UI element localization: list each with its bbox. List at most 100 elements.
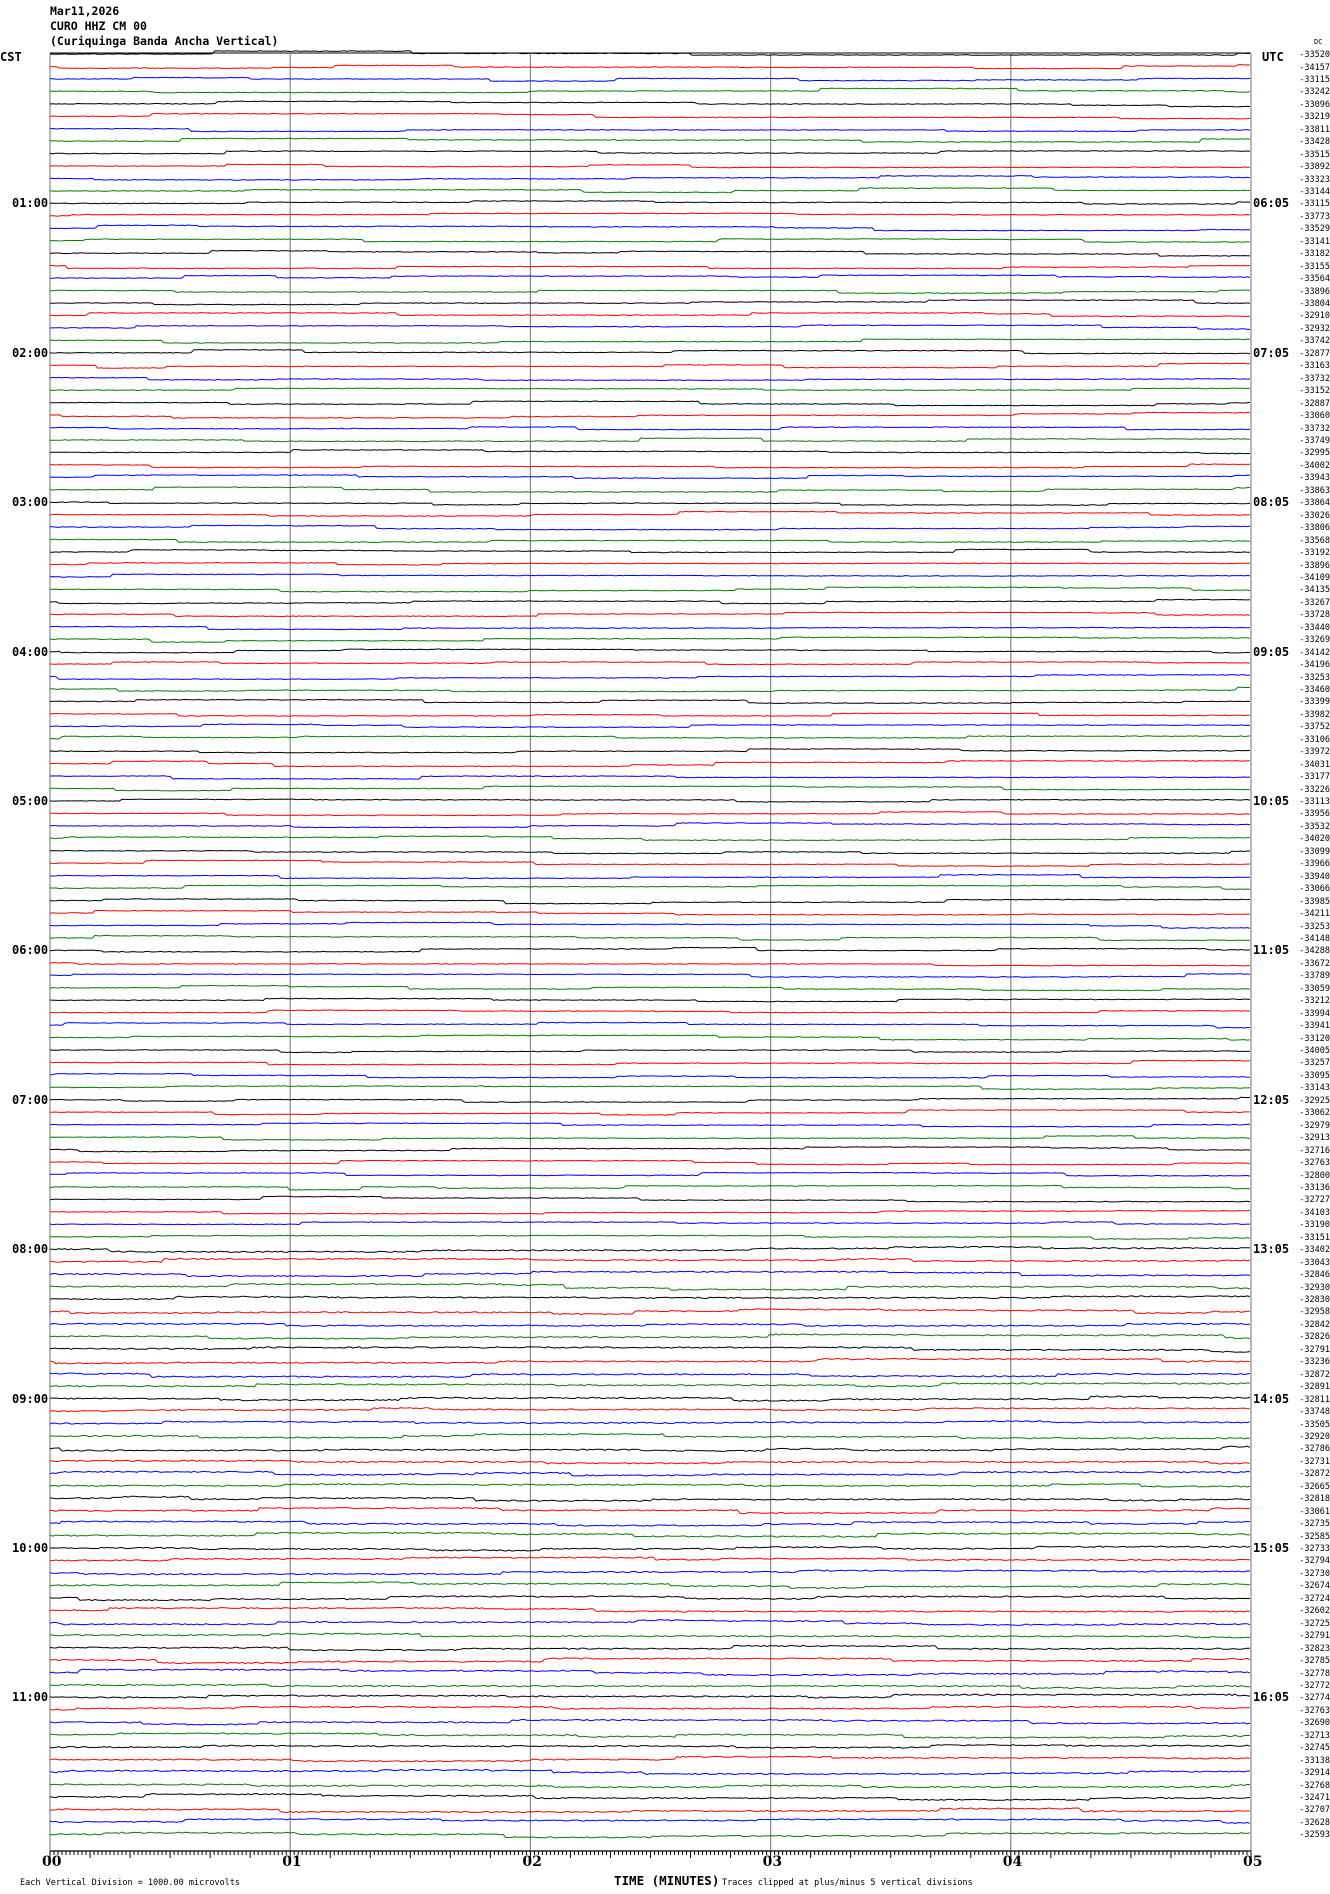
seismic-trace — [49, 946, 1250, 953]
seismic-trace — [49, 822, 1251, 829]
trace-offset-label: -33728 — [1299, 610, 1330, 621]
trace-offset-label: -33115 — [1299, 74, 1330, 85]
seismic-trace — [49, 1755, 1251, 1763]
seismic-trace — [49, 349, 1251, 355]
seismic-trace — [49, 859, 1251, 867]
trace-offset-label: -32768 — [1299, 1780, 1330, 1791]
seismic-trace — [49, 1783, 1251, 1789]
seismic-trace — [49, 1556, 1251, 1562]
trace-offset-label: -32877 — [1299, 348, 1330, 359]
seismic-trace — [49, 387, 1251, 392]
clip-note: Traces clipped at plus/minus 5 vertical … — [722, 1878, 973, 1888]
seismic-trace — [49, 449, 1250, 455]
trace-offset-label: -33732 — [1299, 373, 1330, 384]
seismic-trace — [49, 1221, 1250, 1226]
trace-offset-label: -33236 — [1299, 1357, 1330, 1368]
seismic-trace — [49, 1657, 1251, 1665]
seismic-trace — [49, 1483, 1251, 1488]
x-axis-title: TIME (MINUTES) — [614, 1873, 720, 1888]
seismic-trace — [49, 1545, 1251, 1552]
seismic-trace — [49, 898, 1251, 905]
seismic-trace — [49, 289, 1251, 295]
trace-offset-label: -32725 — [1299, 1618, 1330, 1629]
seismic-trace — [49, 1506, 1251, 1515]
trace-offset-label: -32830 — [1299, 1295, 1330, 1305]
right-hour-label: 14:05 — [1253, 1391, 1290, 1406]
trace-offset-label: -33428 — [1299, 137, 1330, 148]
seismic-trace — [49, 1395, 1251, 1402]
trace-offset-label: -34196 — [1299, 660, 1330, 670]
seismic-trace — [49, 50, 1251, 56]
trace-offset-label: -32846 — [1299, 1270, 1330, 1281]
left-hour-label: 02:00 — [12, 345, 49, 360]
trace-offset-label: -33253 — [1299, 672, 1330, 683]
seismic-trace — [50, 437, 1251, 443]
trace-offset-label: -32979 — [1299, 1120, 1330, 1131]
seismic-trace — [50, 648, 1251, 654]
trace-offset-label: -33749 — [1299, 435, 1330, 446]
left-hour-label: 10:00 — [12, 1541, 49, 1555]
seismic-trace — [49, 1184, 1251, 1191]
seismic-trace — [49, 1718, 1251, 1726]
seismic-trace — [49, 1619, 1251, 1626]
seismic-trace — [49, 1705, 1251, 1711]
trace-offset-label: -32731 — [1299, 1456, 1330, 1467]
trace-offset-label: -33752 — [1299, 722, 1330, 733]
seismic-trace — [49, 1159, 1251, 1166]
left-hour-label: 01:00 — [12, 196, 49, 211]
seismic-trace — [49, 625, 1251, 631]
seismic-trace — [49, 100, 1251, 108]
seismic-trace — [49, 598, 1251, 605]
seismic-trace — [49, 961, 1251, 967]
left-hour-label: 05:00 — [12, 794, 49, 808]
trace-offset-label: -32811 — [1299, 1394, 1330, 1405]
trace-offset-label: -33940 — [1299, 871, 1330, 882]
trace-offset-label: -32791 — [1299, 1631, 1330, 1642]
seismic-trace — [49, 1793, 1251, 1802]
seismic-trace — [49, 376, 1251, 382]
seismic-trace — [49, 1283, 1251, 1291]
seismic-trace — [50, 324, 1250, 330]
seismic-trace — [49, 573, 1251, 578]
seismic-trace — [49, 1732, 1251, 1739]
seismic-trace — [49, 1768, 1251, 1776]
scale-note: Each Vertical Division = 1000.00 microvo… — [20, 1878, 241, 1888]
seismic-trace — [49, 1632, 1251, 1639]
seismic-trace — [49, 1171, 1251, 1177]
x-tick-label: 02 — [522, 1854, 542, 1870]
trace-offset-label: -33943 — [1299, 473, 1330, 484]
trace-offset-label: -33136 — [1299, 1183, 1330, 1193]
seismic-trace — [49, 1135, 1251, 1141]
seismic-trace — [50, 1146, 1251, 1153]
seismic-trace — [49, 362, 1251, 369]
trace-offset-label: -33182 — [1299, 249, 1330, 260]
right-hour-label: 10:05 — [1253, 794, 1290, 808]
trace-offset-label: -32733 — [1299, 1544, 1330, 1554]
trace-offset-label: -33061 — [1299, 1506, 1330, 1517]
trace-offset-label: -33505 — [1299, 1419, 1330, 1430]
seismic-trace — [49, 984, 1251, 992]
x-tick-label: 05 — [1243, 1854, 1263, 1870]
seismic-trace — [50, 1085, 1251, 1091]
seismic-trace — [49, 636, 1251, 643]
trace-offset-label: -34020 — [1299, 834, 1330, 845]
seismic-trace — [49, 1382, 1250, 1388]
seismic-trace — [50, 611, 1251, 618]
trace-offset-label: -32826 — [1299, 1332, 1330, 1343]
trace-offset-label: -32690 — [1299, 1718, 1330, 1729]
seismic-trace — [49, 1420, 1251, 1425]
x-tick-label: 00 — [42, 1854, 62, 1870]
right-hour-label: 15:05 — [1253, 1541, 1290, 1555]
seismic-trace — [49, 1831, 1251, 1839]
trace-offset-label: -32791 — [1299, 1344, 1330, 1355]
trace-offset-label: -33269 — [1299, 635, 1330, 646]
trace-offset-label: -32730 — [1299, 1568, 1330, 1579]
right-hour-label: 16:05 — [1253, 1690, 1290, 1705]
seismic-trace — [49, 64, 1251, 70]
trace-offset-label: -34005 — [1299, 1046, 1330, 1056]
seismic-trace — [49, 463, 1251, 469]
trace-offset-label: -33864 — [1299, 498, 1330, 509]
trace-offset-label: -32910 — [1299, 311, 1330, 322]
seismic-trace — [50, 1209, 1250, 1215]
right-timezone-label: UTC — [1262, 50, 1284, 64]
